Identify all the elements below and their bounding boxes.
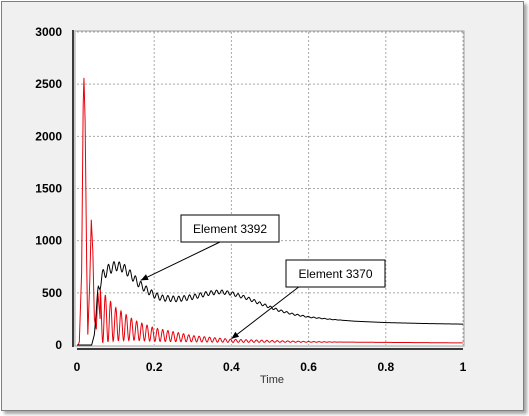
axes <box>72 30 463 350</box>
annotation-arrow <box>231 285 301 340</box>
annotation-box <box>180 214 280 243</box>
x-tick-label: 0.6 <box>300 360 317 374</box>
annotation-label: Element 3392 <box>193 222 267 236</box>
annotation-box <box>285 259 386 288</box>
x-tick-label: 0.2 <box>146 360 163 374</box>
tick-labels: 0 0.2 0.4 0.6 0.8 1 0 500 1000 1500 2000 2500 3000 <box>35 25 466 374</box>
arrowhead-icon <box>231 331 240 339</box>
chart-window: 0 0.2 0.4 0.6 0.8 1 0 500 1000 1500 2000 2500 3000 T… <box>1 1 524 411</box>
series-line-element-3370 <box>77 77 463 346</box>
y-tick-label: 2500 <box>35 77 62 91</box>
y-tick-label: 0 <box>55 338 62 352</box>
arrowhead-icon <box>140 274 149 281</box>
series-lines <box>77 77 463 346</box>
series-line-element-3392 <box>77 261 463 346</box>
x-tick-label: 0.4 <box>223 360 240 374</box>
annotation-callout: Element 3392 <box>140 214 280 281</box>
x-tick-label: 1 <box>460 360 467 374</box>
y-tick-label: 3000 <box>35 25 62 39</box>
grid <box>77 31 464 345</box>
y-tick-label: 1000 <box>35 234 62 248</box>
line-chart: 0 0.2 0.4 0.6 0.8 1 0 500 1000 1500 2000 2500 3000 T… <box>35 25 466 386</box>
annotation-label: Element 3370 <box>298 267 372 281</box>
y-tick-label: 1500 <box>35 182 62 196</box>
x-tick-label: 0.8 <box>377 360 394 374</box>
annotation-arrow <box>140 241 221 281</box>
x-tick-label: 0 <box>74 360 81 374</box>
annotations: Element 3392 Element 3370 <box>140 214 386 340</box>
x-axis-label: Time <box>260 374 284 386</box>
y-tick-label: 2000 <box>35 129 62 143</box>
annotation-callout: Element 3370 <box>231 259 386 340</box>
y-tick-label: 500 <box>42 286 62 300</box>
